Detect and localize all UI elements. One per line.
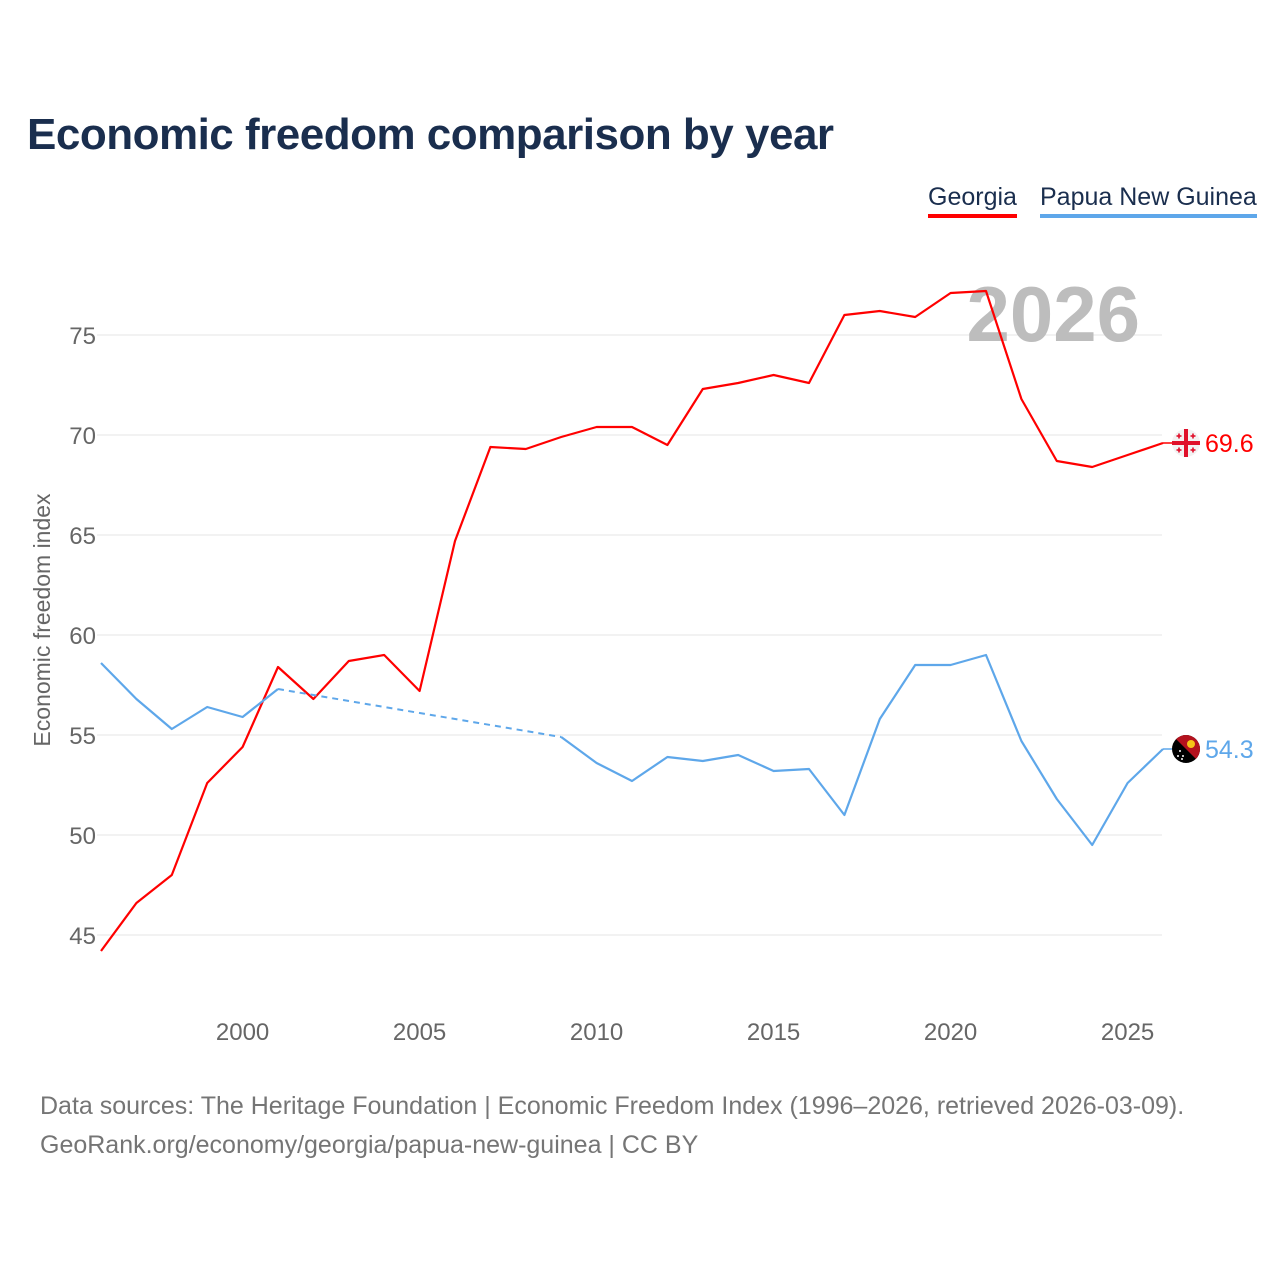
series-gap-papua-new-guinea: [277, 688, 562, 738]
series-line-papua-new-guinea: [100, 662, 279, 731]
y-tick-label: 75: [69, 323, 96, 350]
footer: Data sources: The Heritage Foundation | …: [40, 1087, 1184, 1165]
georgia-flag-icon: [1192, 433, 1194, 439]
end-value-label-papua-new-guinea: 54.3: [1205, 736, 1254, 764]
y-tick-label: 65: [69, 523, 96, 550]
georgia-flag-icon: [1178, 447, 1180, 453]
papua-new-guinea-flag-icon: [1177, 755, 1179, 757]
y-tick-label: 70: [69, 423, 96, 450]
end-value-label-georgia: 69.6: [1205, 430, 1254, 458]
papua-new-guinea-flag-icon: [1181, 758, 1183, 760]
x-tick-label: 2010: [570, 1019, 623, 1046]
legend-papua-new-guinea[interactable]: Papua New Guinea: [1040, 183, 1257, 218]
x-tick-label: 2005: [393, 1019, 446, 1046]
attribution-link[interactable]: GeoRank.org/economy/georgia/papua-new-gu…: [40, 1131, 699, 1159]
georgia-flag-icon: [1184, 429, 1188, 457]
x-tick-label: 2025: [1101, 1019, 1154, 1046]
georgia-flag-icon: [1178, 433, 1180, 439]
series-line-georgia: [100, 289, 1164, 952]
y-tick-label: 60: [69, 623, 96, 650]
georgia-flag-icon: [1192, 447, 1194, 453]
papua-new-guinea-flag-icon: [1182, 755, 1184, 757]
y-tick-label: 50: [69, 823, 96, 850]
x-tick-label: 2000: [216, 1019, 269, 1046]
series-line-papua-new-guinea: [560, 653, 1164, 847]
y-tick-label: 45: [69, 923, 96, 950]
year-watermark: 2026: [966, 270, 1140, 358]
papua-new-guinea-flag-icon: [1179, 750, 1181, 752]
y-axis-label: Economic freedom index: [29, 493, 55, 747]
y-tick-label: 55: [69, 723, 96, 750]
source-note: Data sources: The Heritage Foundation | …: [40, 1092, 1185, 1120]
x-tick-label: 2020: [924, 1019, 977, 1046]
papua-new-guinea-flag-icon: [1187, 740, 1195, 748]
x-tick-label: 2015: [747, 1019, 800, 1046]
legend-georgia[interactable]: Georgia: [928, 183, 1017, 218]
chart-title: Economic freedom comparison by year: [27, 110, 834, 159]
